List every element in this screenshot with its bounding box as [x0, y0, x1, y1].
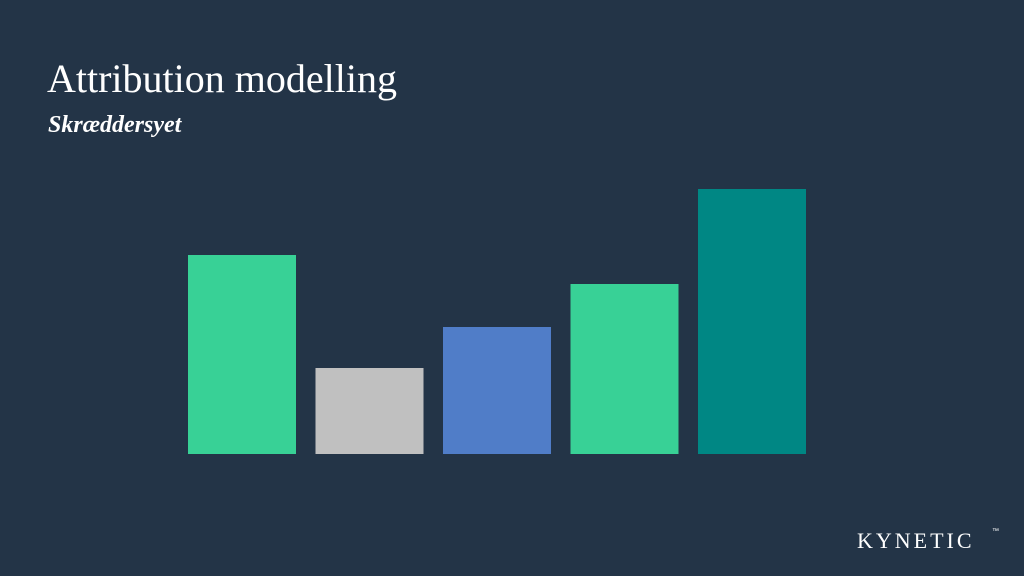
bar	[698, 189, 806, 454]
brand-logo: KYNETIC	[857, 528, 975, 553]
bar	[188, 255, 296, 454]
bar	[315, 368, 424, 454]
bar	[443, 327, 551, 454]
bar	[570, 284, 679, 454]
slide-subtitle: Skræddersyet	[48, 112, 183, 138]
brand-trademark: ™	[992, 528, 999, 535]
slide-title: Attribution modelling	[47, 56, 397, 101]
